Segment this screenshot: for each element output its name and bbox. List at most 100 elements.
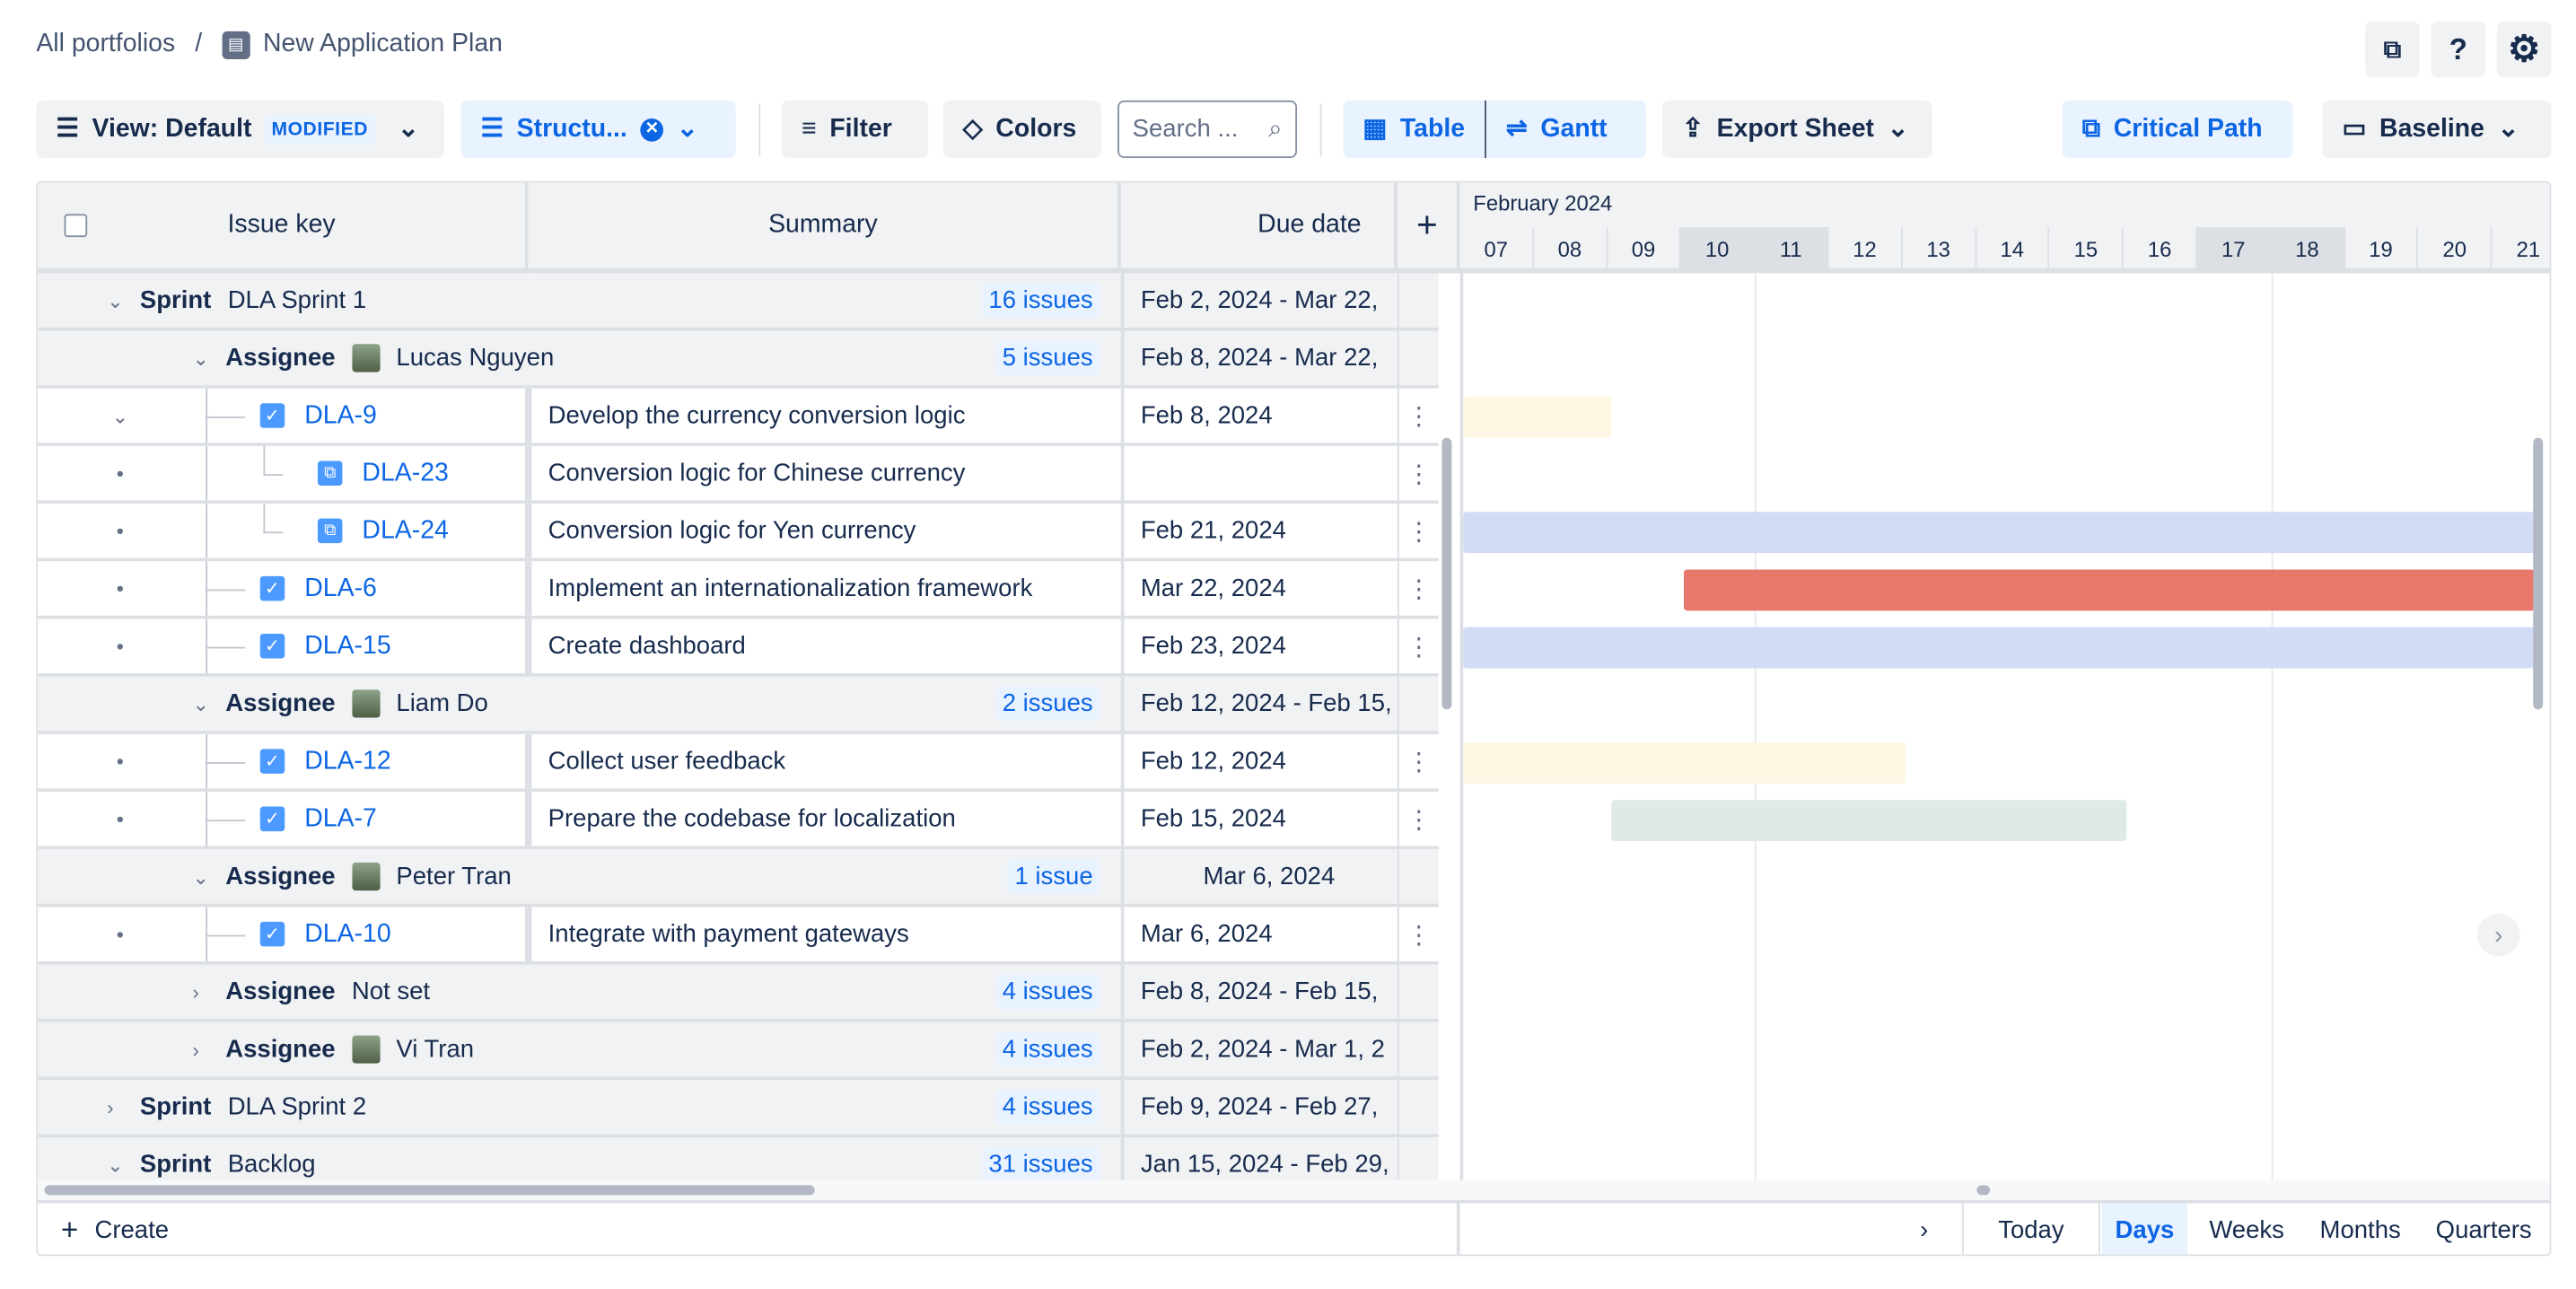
more-actions-icon[interactable]: ⋮ xyxy=(1397,733,1439,789)
due-date-cell[interactable]: Feb 12, 2024 xyxy=(1120,733,1398,789)
colors-button[interactable]: ◇ Colors xyxy=(942,100,1101,159)
more-actions-icon[interactable]: ⋮ xyxy=(1397,618,1439,674)
issue-key-link[interactable]: DLA-23 xyxy=(362,458,449,487)
issue-count-badge[interactable]: 31 issues xyxy=(982,1147,1100,1182)
issue-key-link[interactable]: DLA-12 xyxy=(304,746,391,775)
issue-row[interactable]: ● ✓ DLA-6 Implement an internationalization… xyxy=(38,561,1439,619)
gantt-bar-DLA-15[interactable] xyxy=(1463,627,2536,669)
critical-path-button[interactable]: ⧉ Critical Path xyxy=(2062,100,2293,159)
issue-count[interactable]: 16 issues xyxy=(861,273,1100,328)
baseline-button[interactable]: ▭ Baseline ⌄ xyxy=(2322,100,2552,159)
more-actions-icon[interactable]: ⋮ xyxy=(1397,504,1439,558)
column-header-due-date[interactable]: Due date xyxy=(1120,182,1398,274)
more-actions-icon[interactable]: ⋮ xyxy=(1397,792,1439,846)
breadcrumb-plan[interactable]: New Application Plan xyxy=(262,30,503,58)
table-horizontal-scrollbar[interactable] xyxy=(44,1185,815,1196)
structure-selector[interactable]: ☰ Structu... ✕ ⌄ xyxy=(460,100,736,159)
chevron-right-icon[interactable]: › xyxy=(192,1038,199,1061)
chevron-down-icon[interactable]: ⌄ xyxy=(107,1153,124,1177)
breadcrumb-all-portfolios[interactable]: All portfolios xyxy=(36,30,176,58)
column-header-summary[interactable]: Summary xyxy=(528,182,1121,274)
issue-count[interactable]: 5 issues xyxy=(861,331,1100,386)
due-date-cell[interactable]: Mar 22, 2024 xyxy=(1120,561,1398,616)
next-button[interactable]: › xyxy=(1907,1204,1941,1255)
due-date-cell[interactable]: Feb 15, 2024 xyxy=(1120,792,1398,846)
assignee-row[interactable]: › Assignee Vi Tran 4 issues Feb 2, 2024 - Ma… xyxy=(38,1022,1439,1080)
chevron-down-icon[interactable]: ⌄ xyxy=(192,346,210,370)
summary-cell[interactable]: Create dashboard xyxy=(528,618,1121,674)
issue-key-link[interactable]: DLA-24 xyxy=(362,515,449,545)
issue-count-badge[interactable]: 4 issues xyxy=(995,1031,1100,1067)
clear-icon[interactable]: ✕ xyxy=(640,118,664,141)
issue-key-link[interactable]: DLA-7 xyxy=(304,803,377,832)
table-vertical-scrollbar[interactable] xyxy=(1441,437,1452,710)
issue-count-badge[interactable]: 4 issues xyxy=(995,1089,1100,1125)
sprint-row[interactable]: ⌄ Sprint DLA Sprint 1 16 issues Feb 2, 2024 … xyxy=(38,273,1439,331)
add-column-button[interactable]: + xyxy=(1397,182,1460,274)
issue-count[interactable]: 4 issues xyxy=(861,965,1100,1020)
gantt-button[interactable]: ⇌ Gantt xyxy=(1486,114,1627,145)
sprint-row[interactable]: › Sprint DLA Sprint 2 4 issues Feb 9, 2024 -… xyxy=(38,1079,1439,1138)
issue-count[interactable]: 31 issues xyxy=(861,1137,1100,1192)
assignee-row[interactable]: ⌄ Assignee Peter Tran 1 issue Mar 6, 2024 xyxy=(38,849,1439,908)
issue-row[interactable]: ● ⧉ DLA-24 Conversion logic for Yen currenc… xyxy=(38,504,1439,562)
settings-button[interactable]: ⚙ xyxy=(2496,21,2552,78)
issue-count[interactable]: 1 issue xyxy=(861,849,1100,904)
due-date-cell[interactable]: Feb 8, 2024 xyxy=(1120,388,1398,443)
chevron-right-icon[interactable]: › xyxy=(107,1095,114,1119)
feedback-button[interactable]: ⧉ xyxy=(2365,21,2420,78)
issue-count-badge[interactable]: 1 issue xyxy=(1008,859,1100,894)
chevron-down-icon[interactable]: ⌄ xyxy=(192,864,210,889)
gantt-bar-DLA-12[interactable] xyxy=(1463,742,1906,784)
more-actions-icon[interactable]: ⋮ xyxy=(1397,561,1439,616)
summary-cell[interactable]: Conversion logic for Chinese currency xyxy=(528,445,1121,501)
issue-row[interactable]: ⌄ ✓ DLA-9 Develop the currency conversion l… xyxy=(38,388,1439,446)
create-button[interactable]: + Create xyxy=(61,1204,169,1255)
more-actions-icon[interactable]: ⋮ xyxy=(1397,445,1439,501)
chevron-right-icon[interactable]: › xyxy=(192,980,199,1004)
assignee-row[interactable]: ⌄ Assignee Liam Do 2 issues Feb 12, 2024 - F… xyxy=(38,676,1439,734)
more-actions-icon[interactable]: ⋮ xyxy=(1397,388,1439,443)
column-header-issue-key[interactable]: Issue key xyxy=(38,182,529,274)
issue-row[interactable]: ● ✓ DLA-7 Prepare the codebase for localiza… xyxy=(38,792,1439,850)
today-button[interactable]: Today xyxy=(1961,1203,2100,1255)
due-date-cell[interactable]: Mar 6, 2024 xyxy=(1120,907,1398,961)
gantt-bar-DLA-6[interactable] xyxy=(1684,569,2536,611)
zoom-option-months[interactable]: Months xyxy=(2319,1216,2401,1245)
scroll-right-button[interactable]: › xyxy=(2476,913,2520,957)
gantt-horizontal-scrollbar[interactable] xyxy=(1976,1185,1991,1196)
issue-count[interactable]: 2 issues xyxy=(861,677,1100,732)
chevron-down-icon[interactable]: ⌄ xyxy=(107,288,124,312)
zoom-option-days[interactable]: Days xyxy=(2101,1203,2188,1255)
issue-count[interactable]: 4 issues xyxy=(861,1080,1100,1135)
due-date-cell[interactable]: Feb 21, 2024 xyxy=(1120,504,1398,558)
issue-count[interactable]: 4 issues xyxy=(861,1022,1100,1077)
summary-cell[interactable]: Integrate with payment gateways xyxy=(528,907,1121,961)
issue-row[interactable]: ● ⧉ DLA-23 Conversion logic for Chinese cur… xyxy=(38,445,1439,504)
assignee-row[interactable]: ⌄ Assignee Lucas Nguyen 5 issues Feb 8, 2024… xyxy=(38,330,1439,389)
summary-cell[interactable]: Implement an internationalization framew… xyxy=(528,561,1121,616)
gantt-bar-DLA-9[interactable] xyxy=(1463,396,1611,438)
chevron-down-icon[interactable]: ⌄ xyxy=(111,404,129,427)
due-date-cell[interactable]: Feb 23, 2024 xyxy=(1120,618,1398,674)
filter-button[interactable]: ≡ Filter xyxy=(782,100,929,159)
gantt-vertical-scrollbar[interactable] xyxy=(2533,437,2544,710)
issue-key-link[interactable]: DLA-6 xyxy=(304,574,377,602)
issue-count-badge[interactable]: 16 issues xyxy=(982,283,1100,318)
issue-count-badge[interactable]: 4 issues xyxy=(995,974,1100,1010)
summary-cell[interactable]: Conversion logic for Yen currency xyxy=(528,504,1121,558)
chevron-down-icon[interactable]: ⌄ xyxy=(192,692,210,715)
issue-key-link[interactable]: DLA-15 xyxy=(304,631,391,660)
issue-key-link[interactable]: DLA-9 xyxy=(304,400,377,429)
more-actions-icon[interactable]: ⋮ xyxy=(1397,907,1439,961)
issue-row[interactable]: ● ✓ DLA-10 Integrate with payment gateways M… xyxy=(38,907,1439,965)
issue-count-badge[interactable]: 5 issues xyxy=(995,340,1100,376)
zoom-option-weeks[interactable]: Weeks xyxy=(2209,1216,2284,1245)
summary-cell[interactable]: Prepare the codebase for localization xyxy=(528,792,1121,846)
view-selector[interactable]: ☰ View: Default MODIFIED ⌄ xyxy=(36,100,445,159)
issue-row[interactable]: ● ✓ DLA-15 Create dashboard Feb 23, 2024 ⋮ xyxy=(38,618,1439,677)
zoom-option-quarters[interactable]: Quarters xyxy=(2435,1216,2532,1245)
select-all-checkbox[interactable] xyxy=(64,214,88,238)
export-sheet-button[interactable]: ⇪ Export Sheet ⌄ xyxy=(1662,100,1932,159)
issue-count-badge[interactable]: 2 issues xyxy=(995,686,1100,722)
